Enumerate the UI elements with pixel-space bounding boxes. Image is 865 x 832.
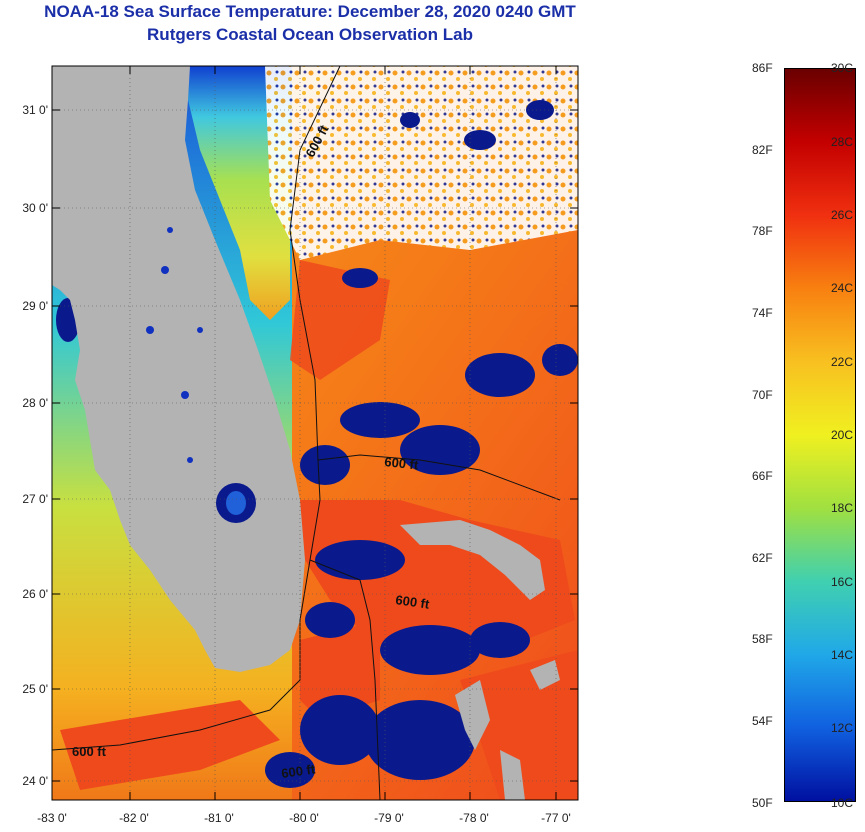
colorbar-c-label: 16C bbox=[831, 575, 854, 589]
lon-label: -83 0' bbox=[37, 811, 67, 825]
isobath-label: 600 ft bbox=[395, 592, 431, 612]
lat-label: 24 0' bbox=[22, 774, 48, 788]
colorbar-c-label: 10C bbox=[831, 796, 854, 810]
colorbar-c-label: 14C bbox=[831, 648, 854, 662]
map-subtitle: Rutgers Coastal Ocean Observation Lab bbox=[147, 25, 473, 44]
isobath-label: 600 ft bbox=[384, 454, 420, 473]
lat-label: 29 0' bbox=[22, 299, 48, 313]
lat-label: 26 0' bbox=[22, 587, 48, 601]
colorbar-c-label: 12C bbox=[831, 721, 854, 735]
colorbar-c-label: 22C bbox=[831, 355, 854, 369]
isobath-label: 600 ft bbox=[72, 744, 107, 759]
cloud-mask bbox=[56, 100, 578, 788]
colorbar-c-label: 28C bbox=[831, 135, 854, 149]
lon-label: -77 0' bbox=[541, 811, 571, 825]
lat-label: 27 0' bbox=[22, 492, 48, 506]
lat-label: 25 0' bbox=[22, 682, 48, 696]
isobath-label: 600 ft bbox=[280, 761, 316, 781]
colorbar-f-label: 58F bbox=[752, 632, 773, 646]
lat-label: 28 0' bbox=[22, 396, 48, 410]
colorbar-f-label: 74F bbox=[752, 306, 773, 320]
colorbar-c-label: 30C bbox=[831, 61, 854, 75]
isobath-600ft bbox=[52, 66, 561, 800]
cloud-speckle-north bbox=[265, 66, 578, 260]
lat-label: 31 0' bbox=[22, 103, 48, 117]
colorbar-c-label: 24C bbox=[831, 281, 854, 295]
colorbar-f-label: 78F bbox=[752, 224, 773, 238]
colorbar-c-label: 18C bbox=[831, 501, 854, 515]
bahamas-andros bbox=[400, 520, 545, 600]
temperature-colorbar bbox=[784, 68, 856, 802]
colorbar-f-label: 86F bbox=[752, 61, 773, 75]
colorbar-f-label: 82F bbox=[752, 143, 773, 157]
lon-label: -81 0' bbox=[204, 811, 234, 825]
lon-label: -80 0' bbox=[289, 811, 319, 825]
colorbar-f-label: 66F bbox=[752, 469, 773, 483]
colorbar-f-label: 50F bbox=[752, 796, 773, 810]
atlantic-shelf-water bbox=[180, 66, 290, 320]
map-frame bbox=[51, 65, 579, 801]
colorbar-c-label: 26C bbox=[831, 208, 854, 222]
lat-label: 30 0' bbox=[22, 201, 48, 215]
lon-label: -79 0' bbox=[374, 811, 404, 825]
lon-label: -82 0' bbox=[119, 811, 149, 825]
map-title: NOAA-18 Sea Surface Temperature: Decembe… bbox=[44, 2, 576, 21]
colorbar-f-label: 70F bbox=[752, 388, 773, 402]
colorbar-f-label: 62F bbox=[752, 551, 773, 565]
colorbar-c-label: 20C bbox=[831, 428, 854, 442]
lon-label: -78 0' bbox=[459, 811, 489, 825]
colorbar-f-label: 54F bbox=[752, 714, 773, 728]
